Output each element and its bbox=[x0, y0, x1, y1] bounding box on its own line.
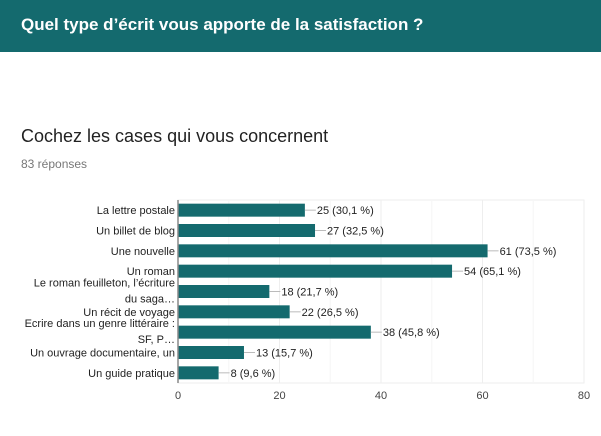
bar bbox=[178, 325, 371, 339]
data-label: 25 (30,1 %) bbox=[317, 205, 374, 217]
category-label: La lettre postale bbox=[97, 205, 175, 217]
bar bbox=[178, 346, 244, 359]
bar bbox=[178, 264, 453, 278]
data-label: 13 (15,7 %) bbox=[256, 348, 313, 360]
x-tick-label: 20 bbox=[273, 390, 285, 402]
category-label: du saga… bbox=[125, 294, 175, 306]
data-label: 38 (45,8 %) bbox=[383, 327, 440, 339]
category-label: Un ouvrage documentaire, un bbox=[30, 348, 175, 360]
category-label: Un roman bbox=[127, 266, 175, 278]
x-tick-label: 80 bbox=[578, 390, 590, 402]
category-label: SF, P… bbox=[138, 334, 175, 346]
category-label: Un guide pratique bbox=[88, 368, 175, 380]
data-label: 8 (9,6 %) bbox=[231, 368, 276, 380]
x-tick-label: 40 bbox=[375, 390, 387, 402]
data-label: 61 (73,5 %) bbox=[500, 246, 557, 258]
bar bbox=[178, 305, 290, 319]
bar bbox=[178, 366, 219, 380]
data-label: 18 (21,7 %) bbox=[281, 287, 338, 299]
x-tick-label: 60 bbox=[476, 390, 488, 402]
x-tick-label: 0 bbox=[175, 390, 181, 402]
category-label: Ecrire dans un genre littéraire : bbox=[25, 318, 175, 330]
question-title: Cochez les cases qui vous concernent bbox=[21, 126, 329, 146]
data-label: 54 (65,1 %) bbox=[464, 266, 521, 278]
category-label: Un récit de voyage bbox=[83, 307, 175, 319]
category-label: Une nouvelle bbox=[111, 246, 175, 258]
response-count: 83 réponses bbox=[21, 157, 88, 171]
bar bbox=[178, 244, 488, 258]
bar bbox=[178, 285, 270, 298]
category-label: Un billet de blog bbox=[96, 226, 175, 238]
form-header: Quel type d’écrit vous apporte de la sat… bbox=[0, 0, 601, 52]
data-label: 22 (26,5 %) bbox=[302, 307, 359, 319]
bar bbox=[178, 224, 316, 237]
bar bbox=[178, 203, 305, 217]
category-label: Le roman feuilleton, l’écriture bbox=[34, 278, 175, 290]
form-title: Quel type d’écrit vous apporte de la sat… bbox=[21, 15, 424, 34]
data-label: 27 (32,5 %) bbox=[327, 226, 384, 238]
